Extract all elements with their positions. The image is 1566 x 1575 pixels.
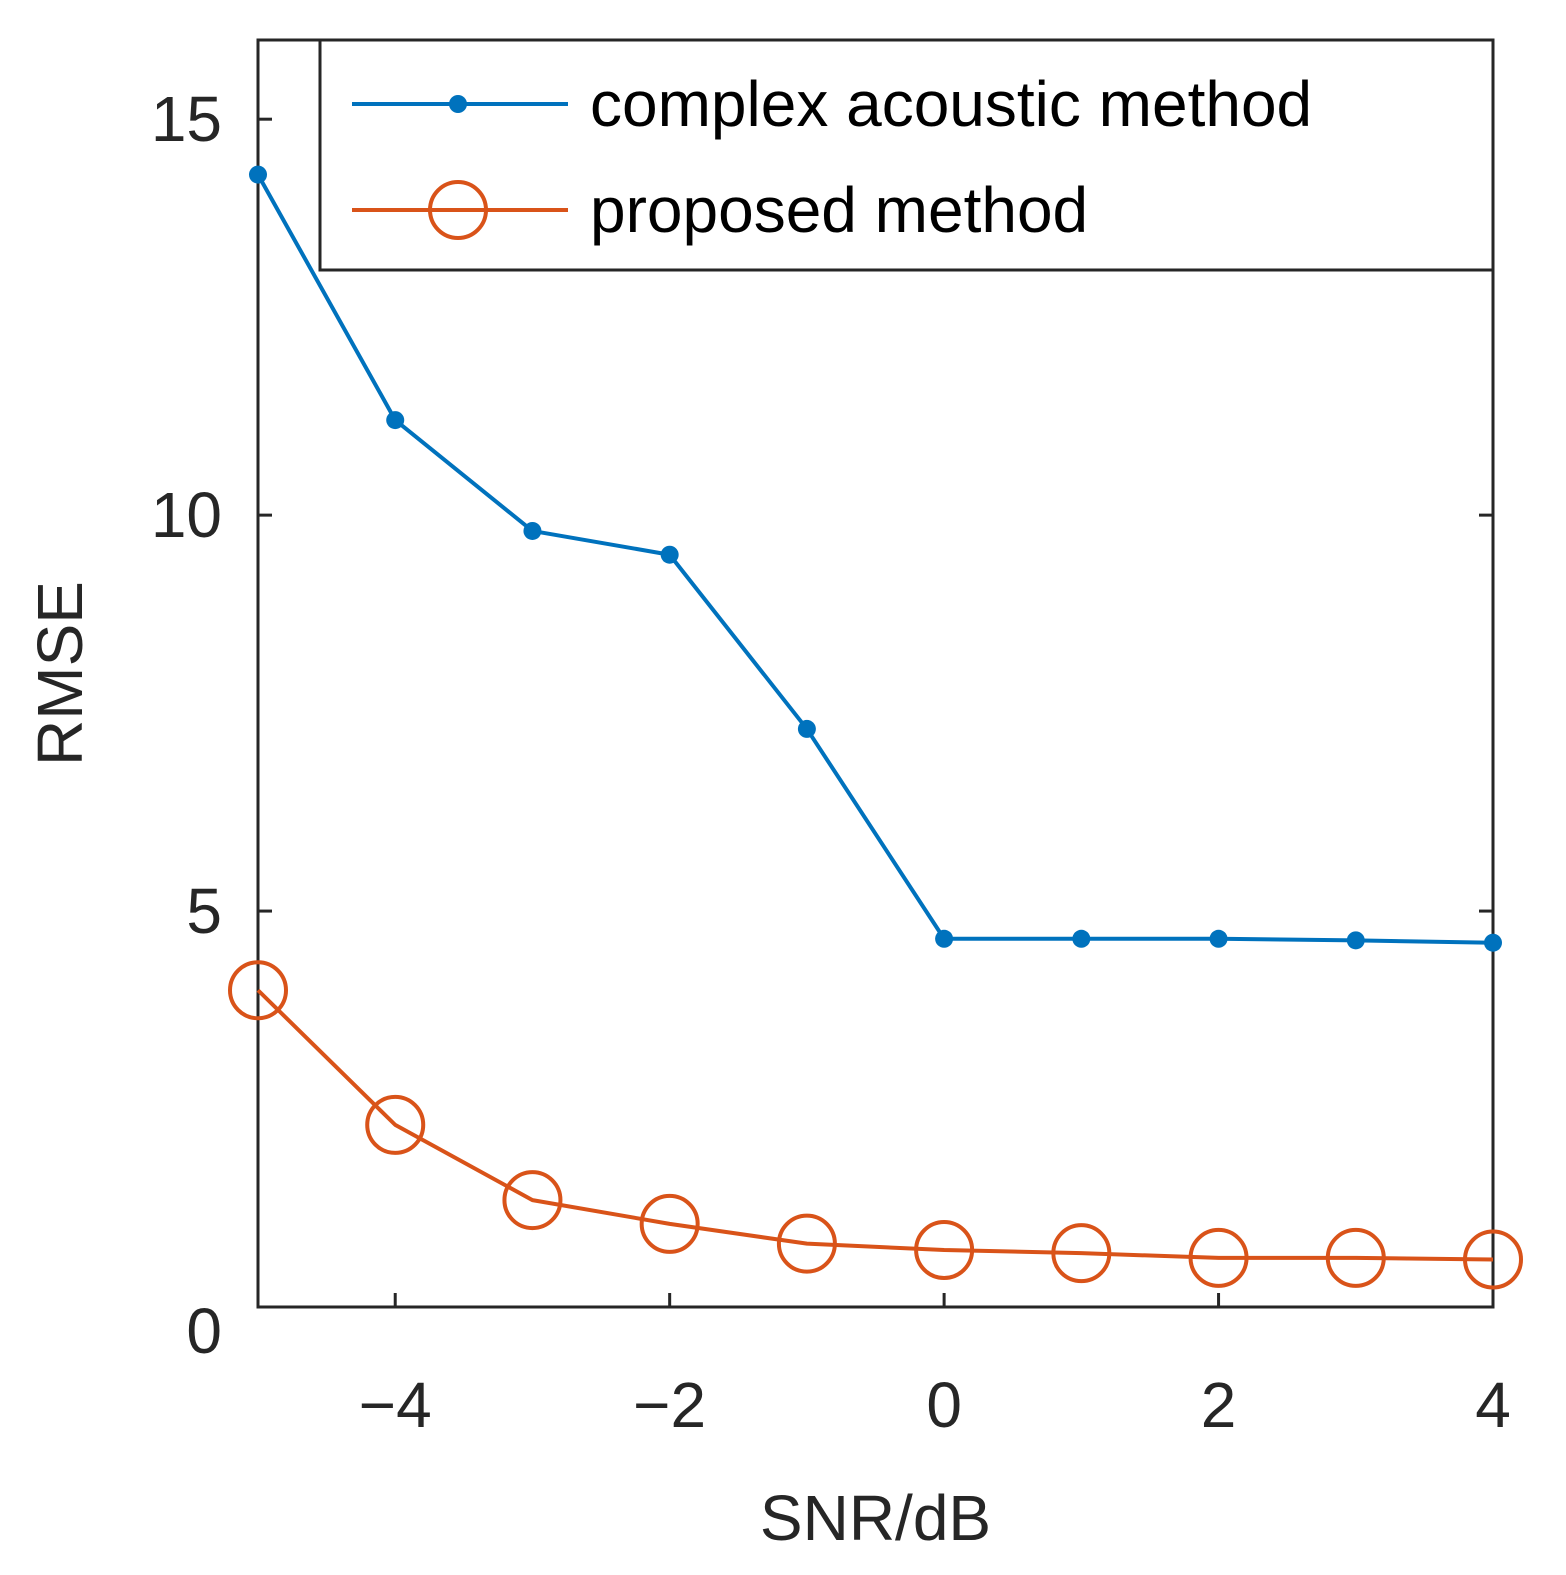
series-layer — [228, 165, 1523, 1290]
legend-label: proposed method — [590, 174, 1088, 246]
data-point — [1072, 929, 1091, 948]
y-tick-label: 15 — [151, 83, 222, 155]
series-line — [256, 173, 1494, 945]
x-tick-label: 4 — [1475, 1369, 1511, 1441]
x-tick-label: 2 — [1201, 1369, 1237, 1441]
data-point — [1188, 1227, 1249, 1288]
x-tick-label: −2 — [633, 1369, 706, 1441]
x-tick-labels: −4 −2 0 2 4 — [359, 1369, 1511, 1441]
data-point — [1051, 1223, 1112, 1284]
data-point — [249, 165, 267, 184]
data-point — [776, 1213, 837, 1274]
y-tick-label: 10 — [151, 479, 222, 551]
series-0 — [249, 165, 1502, 952]
x-axis-title: SNR/dB — [760, 1482, 991, 1554]
y-tick-labels: 0 5 10 15 — [151, 83, 222, 1367]
data-point — [1346, 931, 1365, 950]
data-point — [639, 1193, 700, 1254]
y-tick-label: 5 — [186, 875, 222, 947]
y-tick-label: 0 — [186, 1295, 222, 1367]
x-tick-label: −4 — [359, 1369, 432, 1441]
data-point — [1209, 929, 1228, 948]
series-1 — [228, 960, 1523, 1290]
legend-box — [318, 38, 1495, 272]
data-point — [502, 1170, 563, 1231]
legend: complex acoustic method proposed method — [318, 38, 1495, 272]
legend-marker — [428, 180, 488, 240]
legend-label: complex acoustic method — [590, 68, 1312, 140]
y-axis-title: RMSE — [24, 581, 96, 766]
data-point — [523, 521, 542, 540]
data-point — [660, 545, 679, 564]
data-point — [935, 929, 954, 948]
series-line — [256, 988, 1494, 1262]
x-tick-label: 0 — [926, 1369, 962, 1441]
data-point — [1325, 1227, 1386, 1288]
data-point — [914, 1219, 975, 1280]
data-point — [797, 719, 816, 738]
data-point — [386, 411, 405, 430]
legend-marker — [449, 95, 467, 113]
data-point — [228, 960, 288, 1021]
data-point — [1484, 933, 1502, 952]
data-point — [1463, 1229, 1523, 1290]
data-point — [365, 1094, 426, 1155]
